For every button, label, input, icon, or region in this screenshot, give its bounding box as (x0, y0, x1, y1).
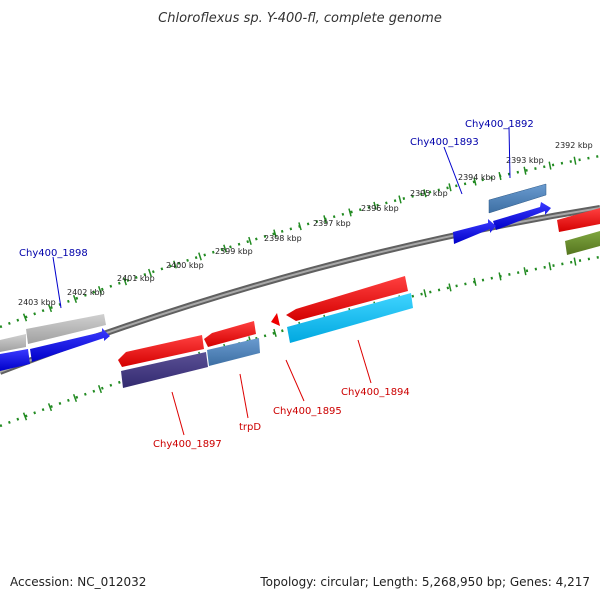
inner-scale-tick (273, 328, 277, 337)
outer-scale-tick (148, 268, 152, 277)
genome-summary-text: Topology: circular; Length: 5,268,950 bp… (259, 575, 590, 589)
gene-chy400-1892[interactable] (488, 183, 547, 214)
label-chy400-1893: Chy400_1893 (410, 137, 479, 148)
leader-chy400-1894 (357, 339, 372, 384)
inner-scale-tick (97, 385, 103, 394)
inner-scale-tick (72, 393, 78, 403)
inner-scale-tick (448, 283, 452, 292)
gene-trpd[interactable] (204, 321, 256, 347)
map-title: Chloroflexus sp. Y-400-fl, complete geno… (158, 11, 442, 26)
inner-scale-tick (423, 289, 427, 298)
outer-scale-tick (548, 161, 552, 170)
outer-scale-tick (273, 229, 277, 238)
tick-label-2395: 2395 kbp (410, 189, 448, 198)
gene-edge-red[interactable] (557, 208, 600, 232)
gene-chy400-1894[interactable] (287, 293, 413, 343)
inner-scale-tick (22, 412, 28, 421)
leader-chy400-1892 (508, 126, 511, 179)
outer-scale-tick (323, 215, 327, 224)
outer-scale-tick (473, 177, 477, 186)
outer-scale-tick (248, 236, 252, 245)
tick-label-2399: 2399 kbp (215, 247, 253, 256)
outer-scale-tick (523, 166, 527, 175)
outer-scale-tick (223, 244, 227, 253)
inner-scale-tick (523, 267, 527, 276)
tick-label-2402: 2402 kbp (67, 288, 105, 297)
label-chy400-1892: Chy400_1892 (465, 119, 534, 130)
tick-label-2397: 2397 kbp (313, 219, 351, 228)
gene-chy400-1898-cds[interactable] (30, 328, 110, 362)
label-chy400-1898: Chy400_1898 (19, 248, 88, 259)
inner-scale-tick (473, 277, 477, 286)
scale-labels: 2392 kbp 2393 kbp 2394 kbp 2395 kbp 2396… (18, 141, 593, 307)
outer-scale-tick (573, 156, 577, 165)
tick-label-2398: 2398 kbp (264, 234, 302, 243)
outer-scale-tick (97, 286, 103, 295)
outer-scale-tick (348, 208, 352, 217)
tick-label-2400: 2400 kbp (166, 261, 204, 270)
label-chy400-1897: Chy400_1897 (153, 439, 222, 450)
gene-trpd-steel[interactable] (207, 338, 260, 366)
leader-trpd (239, 373, 249, 419)
tick-label-2393: 2393 kbp (506, 156, 544, 165)
scale-ticks-outer (22, 156, 577, 322)
outer-scale-tick (373, 201, 377, 210)
outer-scale-tick (173, 260, 177, 269)
inner-scale-tick (47, 403, 53, 412)
leader-chy400-1897 (171, 391, 185, 436)
tick-label-2392: 2392 kbp (555, 141, 593, 150)
gene-edge-olive[interactable] (565, 231, 600, 255)
outer-scale-tick (22, 313, 28, 322)
inner-scale-tick (548, 262, 552, 271)
reverse-strand-features (121, 293, 413, 388)
label-chy400-1895: Chy400_1895 (273, 406, 342, 417)
tick-label-2396: 2396 kbp (361, 204, 399, 213)
inner-scale-tick (498, 272, 502, 281)
gene-chy400-1893[interactable] (453, 219, 496, 244)
gene-chy400-1895[interactable] (271, 313, 280, 326)
forward-strand-features (0, 183, 600, 371)
tick-label-2394: 2394 kbp (458, 173, 496, 182)
gene-chy400-1897[interactable] (118, 335, 204, 367)
gene-chy400-1898[interactable] (26, 314, 106, 344)
gene-edge-blue[interactable] (0, 349, 30, 371)
label-chy400-1894: Chy400_1894 (341, 387, 410, 398)
leader-chy400-1893 (443, 146, 463, 195)
outer-scale-tick (448, 183, 452, 192)
accession-text: Accession: NC_012032 (10, 575, 146, 589)
outer-scale-tick (198, 252, 202, 261)
leader-chy400-1895 (285, 359, 305, 402)
leader-chy400-1898 (52, 256, 62, 309)
outer-scale-tick (47, 304, 53, 313)
tick-label-2403: 2403 kbp (18, 298, 56, 307)
gene-edge-gray[interactable] (0, 334, 26, 352)
gene-chy400-1897-purple[interactable] (121, 352, 208, 388)
outer-scale-tick (298, 222, 302, 231)
tick-label-2401: 2401 kbp (117, 274, 155, 283)
outer-scale-tick (498, 171, 502, 181)
gene-chy400-1892-cds[interactable] (493, 202, 551, 230)
outer-scale-tick (72, 294, 78, 303)
inner-scale-tick (573, 257, 577, 266)
gene-labels: Chy400_1892 Chy400_1893 Chy400_1898 Chy4… (19, 119, 534, 450)
label-leaders (52, 126, 511, 436)
outer-scale-tick (423, 189, 427, 198)
outer-scale-tick (398, 195, 402, 204)
outer-scale-tick (122, 277, 128, 286)
label-trpd: trpD (239, 422, 261, 433)
gene-chy400-1894-red[interactable] (286, 276, 408, 321)
